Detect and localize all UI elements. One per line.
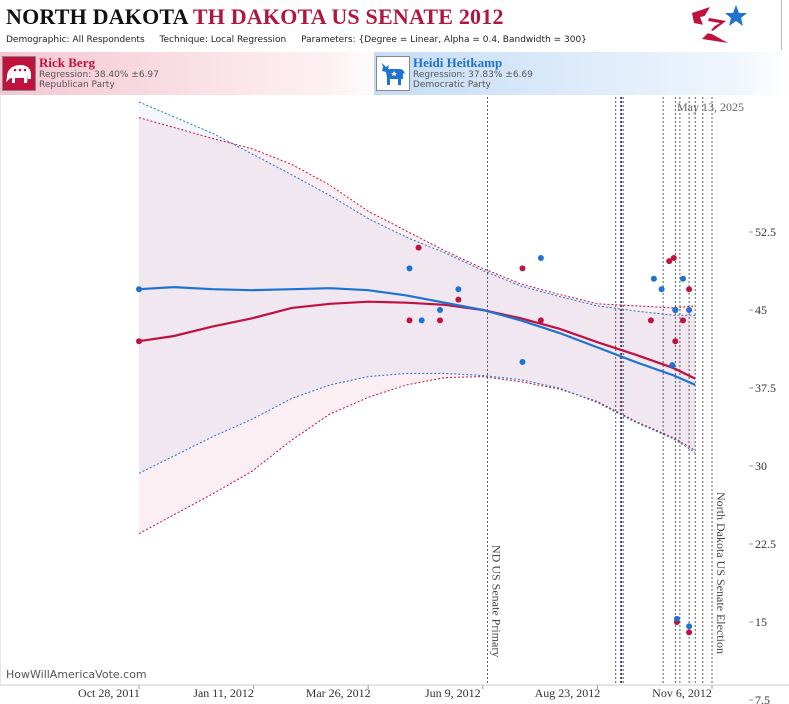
poll-point-rep	[672, 338, 679, 345]
poll-points	[136, 244, 693, 636]
confidence-lines	[138, 101, 696, 535]
poll-point-dem	[537, 255, 544, 261]
confidence-band-rep	[139, 117, 696, 534]
y-tick-label: 30	[755, 459, 767, 473]
poll-point-rep	[686, 629, 693, 636]
param-parameters-value: {Degree = Linear, Alpha = 0.4, Bandwidth…	[358, 35, 587, 45]
poll-point-dem	[673, 615, 680, 622]
event-label: North Dakota US Senate Election	[714, 492, 728, 654]
republican-elephant-icon	[2, 56, 36, 91]
candidate-name-dem: Heidi Heitkamp	[413, 55, 503, 70]
poll-point-dem	[136, 286, 142, 293]
regression-chart: ND US Senate Primary North Dakota US Sena…	[0, 97, 789, 704]
param-demographic-key: Demographic:	[6, 35, 70, 45]
current-date-label: May 13, 2025	[677, 100, 744, 114]
poll-point-dem	[418, 317, 425, 324]
title-state: NORTH DAKOTA	[6, 4, 188, 29]
candidate-card-dem[interactable]: Heidi Heitkamp Regression: 37.83% ±6.69 …	[374, 52, 789, 95]
y-tick-label: 22.5	[755, 537, 776, 551]
poll-point-dem	[437, 307, 443, 313]
poll-point-rep	[136, 338, 142, 345]
poll-point-rep	[519, 265, 526, 272]
y-tick-label: 15	[755, 615, 767, 629]
confidence-bands	[139, 102, 696, 534]
poll-point-rep	[686, 286, 693, 293]
header: NORTH DAKOTA TH DAKOTA US SENATE 2012 De…	[0, 0, 789, 50]
x-tick-label: Mar 26, 2012	[306, 686, 371, 700]
y-tick-label: 7.5	[755, 693, 770, 704]
y-tick-label: 37.5	[755, 381, 776, 395]
candidate-regression-rep: Regression: 38.40% ±6.97	[39, 70, 159, 80]
site-logo-icon[interactable]	[688, 3, 748, 47]
poll-point-rep	[666, 258, 673, 265]
poll-point-dem	[672, 307, 679, 313]
title-race: TH DAKOTA US SENATE 2012	[192, 4, 504, 29]
x-tick-label: Jun 9, 2012	[425, 686, 481, 700]
param-parameters-key: Parameters:	[301, 35, 356, 45]
poll-point-rep	[415, 244, 422, 251]
y-tick-label: 45	[755, 303, 767, 317]
poll-point-dem	[680, 275, 686, 282]
event-markers: ND US Senate Primary North Dakota US Sena…	[486, 97, 728, 685]
poll-point-dem	[650, 275, 657, 282]
poll-point-rep	[670, 255, 677, 261]
param-technique-key: Technique:	[159, 35, 208, 45]
event-label: ND US Senate Primary	[489, 545, 503, 657]
param-demographic-value: All Respondents	[72, 35, 145, 45]
trend-line-dem	[138, 285, 696, 386]
poll-point-rep	[537, 317, 544, 324]
x-tick-label: Nov 6, 2012	[652, 686, 712, 700]
candidate-card-rep[interactable]: Rick Berg Regression: 38.40% ±6.97 Repub…	[0, 52, 389, 95]
candidate-name-rep: Rick Berg	[39, 55, 95, 70]
poll-point-dem	[686, 623, 693, 630]
poll-point-dem	[686, 307, 693, 313]
candidate-bar: Rick Berg Regression: 38.40% ±6.97 Repub…	[0, 52, 789, 95]
poll-point-dem	[455, 286, 462, 293]
candidate-party-rep: Republican Party	[39, 80, 115, 90]
candidate-party-dem: Democratic Party	[413, 80, 491, 90]
trend-lines	[138, 285, 696, 386]
x-tick-label: Aug 23, 2012	[535, 686, 601, 700]
watermark: HowWillAmericaVote.com	[6, 668, 147, 681]
header-divider	[781, 0, 782, 50]
x-tick-label: Oct 28, 2011	[78, 686, 140, 700]
poll-point-rep	[455, 296, 462, 303]
x-axis-ticks: Oct 28, 2011 Jan 11, 2012 Mar 26, 2012 Jun …	[78, 685, 713, 700]
lower-bound-line-dem	[138, 372, 696, 474]
democrat-donkey-icon	[376, 56, 410, 91]
poll-point-rep	[680, 317, 686, 324]
poll-point-rep	[647, 317, 654, 324]
poll-point-rep	[437, 317, 443, 324]
confidence-band-dem	[139, 102, 696, 474]
y-axis-ticks: 7.5 15 22.5 30 37.5 45 52.5	[749, 225, 776, 704]
y-tick-label: 52.5	[755, 225, 776, 239]
trend-line-rep	[138, 300, 696, 380]
poll-point-dem	[519, 359, 526, 365]
poll-point-dem	[406, 265, 413, 272]
page-title: NORTH DAKOTA TH DAKOTA US SENATE 2012	[6, 4, 504, 30]
poll-date-lines	[615, 97, 704, 685]
parameters-line: Demographic: All Respondents Technique: …	[6, 35, 599, 45]
param-technique-value: Local Regression	[210, 35, 287, 45]
poll-point-rep	[406, 317, 413, 324]
poll-point-dem	[658, 286, 665, 293]
upper-bound-line-dem	[138, 101, 696, 316]
x-tick-label: Jan 11, 2012	[193, 686, 254, 700]
candidate-regression-dem: Regression: 37.83% ±6.69	[413, 70, 533, 80]
poll-point-dem	[669, 362, 676, 369]
